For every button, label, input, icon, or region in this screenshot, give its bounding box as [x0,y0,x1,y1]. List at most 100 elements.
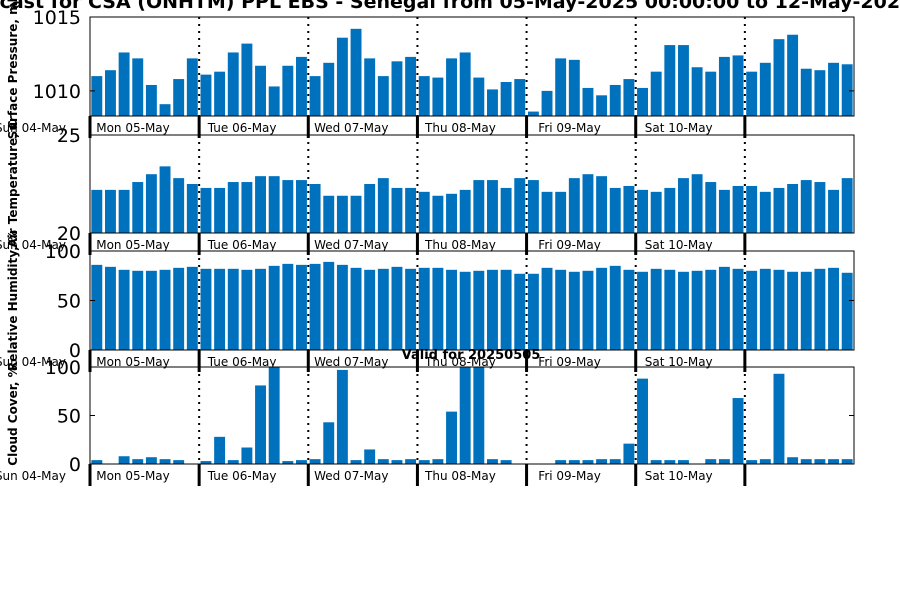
bar [691,67,703,116]
y-axis-label: Relative Humidity, % [6,230,20,371]
bar [405,268,417,350]
bar [432,267,444,350]
bar [145,270,157,350]
bar [377,268,389,350]
bar [773,187,785,233]
bar [227,182,239,233]
bar [446,193,457,233]
bar [405,56,417,116]
bar [282,180,294,233]
bar [268,265,280,350]
panel-3: 0 50 100 Relative Humidity, %Sun 04-May Mon … [0,230,855,372]
bar [814,70,826,116]
x-tick-label: Sat 10-May [645,238,713,252]
bar [637,189,648,233]
bar [159,166,171,233]
bar [241,447,253,464]
figure-title: ecast for CSA (ONHTM) PPL EBS - Senegal … [0,0,900,13]
bar [814,182,826,233]
bar [241,269,253,350]
bar [296,180,307,233]
x-tick-label: Tue 06-May [207,469,277,483]
bar [718,189,730,233]
bar [637,378,648,464]
bar [405,459,417,464]
bar [705,71,717,116]
bar [473,367,485,464]
bar [159,459,171,464]
bar [377,459,389,464]
valid-date-label: Valid for 20250505 [402,348,541,363]
bar [718,266,730,350]
bar [678,460,689,464]
x-tick-label: Tue 06-May [207,355,277,369]
bar [432,195,444,233]
bar [541,191,553,233]
bar [241,43,253,116]
bar [664,45,676,116]
bar [350,460,362,464]
bar [118,52,130,116]
bar [500,187,512,233]
bar [336,264,348,350]
bar [446,58,457,116]
x-tick-label: Mon 05-May [96,469,170,483]
bar [623,269,635,350]
bar [746,460,758,464]
bar [800,180,812,233]
bar [609,459,621,464]
bar [664,460,676,464]
bar [582,87,594,116]
x-tick-label: Wed 07-May [314,238,388,252]
bar [555,269,567,350]
bar [473,270,485,350]
bar [364,184,376,233]
bar [323,195,335,233]
bar [473,77,485,116]
bar [173,267,185,350]
bar [500,460,512,464]
x-tick-label: Sun 04-May [0,355,66,369]
bar [118,269,130,350]
bar [241,182,253,233]
bar [746,71,758,116]
bar [555,191,567,233]
x-tick-label: Sat 10-May [645,469,713,483]
x-tick-label: Mon 05-May [96,121,170,135]
y-tick-label: 20 [57,223,81,245]
bar [787,184,799,233]
bar [623,79,635,116]
bar [350,267,362,350]
bar [541,267,553,350]
bar [145,457,157,464]
bar [173,178,185,233]
bar [841,64,853,116]
bar [678,271,689,350]
x-tick-label: Sat 10-May [645,121,713,135]
bar [336,369,348,464]
bar [596,95,608,116]
bar [487,180,498,233]
bar [514,178,526,233]
bar [650,460,662,464]
bar [309,184,321,233]
bar [432,459,444,464]
bar [405,187,417,233]
x-tick-label: Fri 09-May [538,355,601,369]
bar [255,385,266,464]
bar [214,71,226,116]
bar [487,269,498,350]
bar [705,269,717,350]
bar [527,273,539,350]
x-tick-label: Wed 07-May [314,121,388,135]
bar [759,62,771,116]
bar [609,84,621,116]
bar [759,191,771,233]
bar [773,39,785,116]
bar [350,28,362,116]
bar [105,189,116,233]
bar [459,271,471,350]
bar [705,459,717,464]
